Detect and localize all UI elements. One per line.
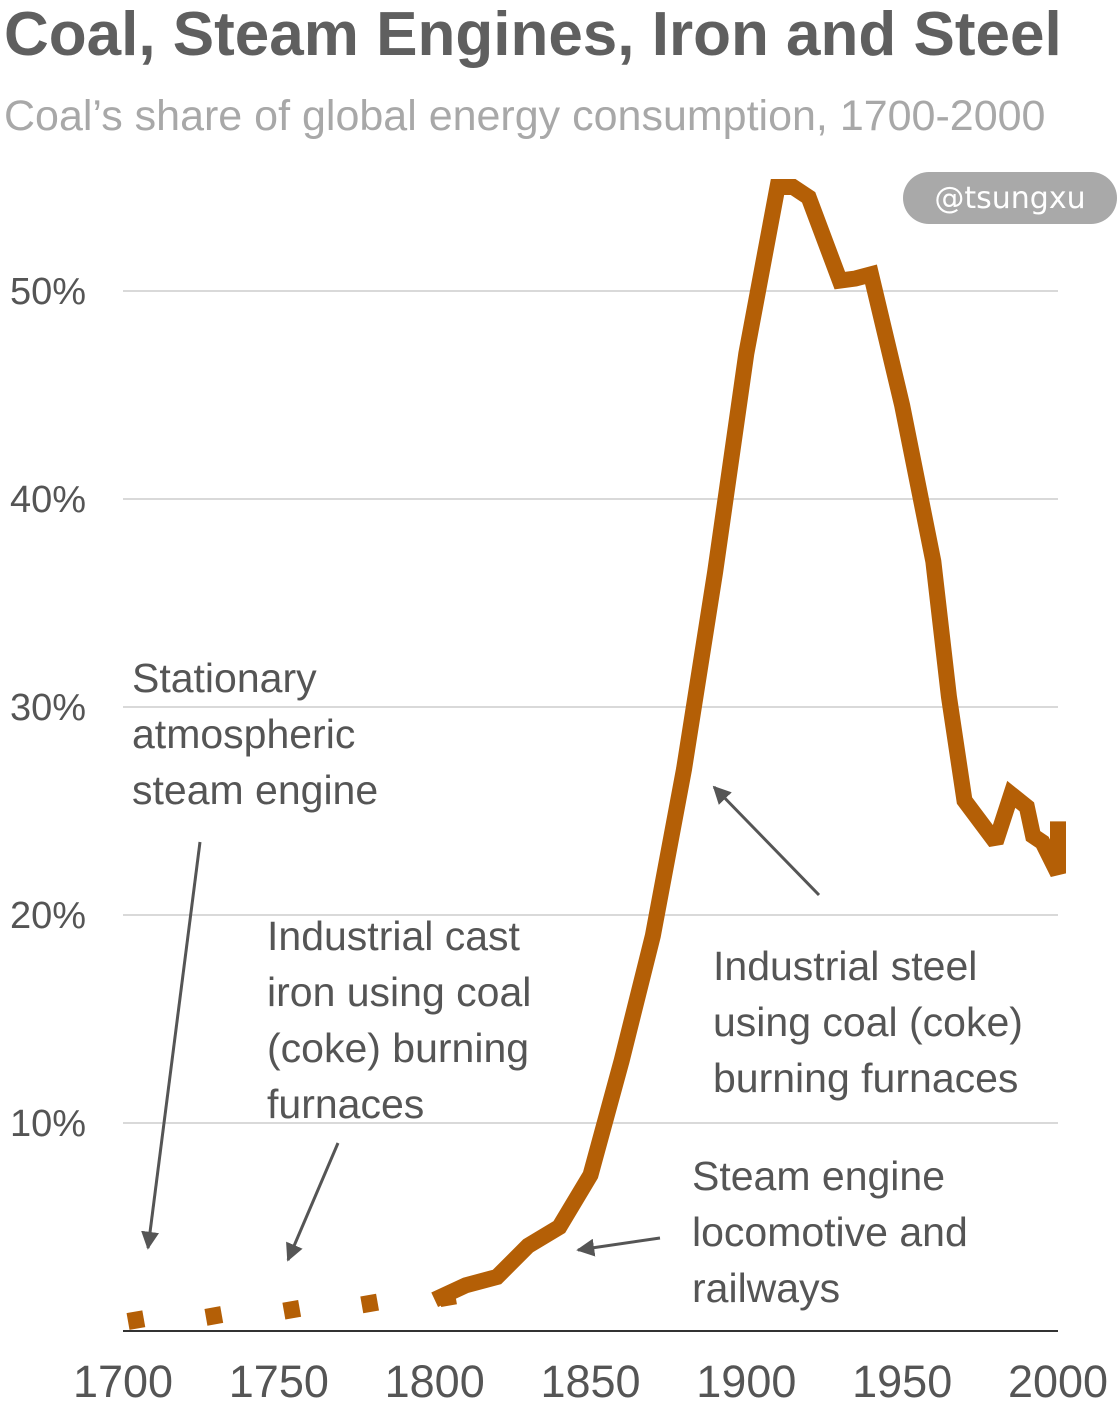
annotation-steel-line: burning furnaces	[713, 1055, 1018, 1101]
arrow-stationary	[141, 841, 202, 1250]
chart-subtitle: Coal’s share of global energy consumptio…	[4, 92, 1045, 140]
annotation-stationary-line: Stationary	[132, 655, 317, 701]
x-tick-label: 1850	[540, 1356, 640, 1406]
annotation-stationary: Stationary atmospheric steam engine	[132, 655, 378, 813]
annotation-locomotive-line: railways	[692, 1265, 840, 1311]
series-line	[431, 179, 1066, 1308]
annotation-steel-line: Industrial steel	[713, 943, 977, 989]
annotation-cast-iron-line: (coke) burning	[267, 1025, 529, 1071]
x-tick-label: 1700	[73, 1356, 173, 1406]
y-tick-label: 20%	[10, 895, 86, 937]
data-series	[126, 179, 1066, 1330]
arrow-steel	[712, 785, 821, 897]
watermark-text: @tsungxu	[934, 181, 1085, 216]
y-tick-label: 10%	[10, 1103, 86, 1145]
x-tick-label: 1750	[229, 1356, 329, 1406]
x-tick-label: 1800	[385, 1356, 485, 1406]
annotation-cast-iron-line: iron using coal	[267, 969, 531, 1015]
annotation-cast-iron-line: Industrial cast	[267, 913, 521, 959]
data-point	[282, 1299, 302, 1320]
annotation-locomotive-line: Steam engine	[692, 1153, 945, 1199]
x-tick-label: 1950	[852, 1356, 952, 1406]
annotation-steel: Industrial steel using coal (coke) burni…	[713, 943, 1034, 1101]
data-point	[360, 1293, 380, 1314]
annotation-stationary-line: steam engine	[132, 767, 378, 813]
watermark-badge: @tsungxu	[903, 172, 1117, 224]
annotation-cast-iron-line: furnaces	[267, 1081, 424, 1127]
chart-title: Coal, Steam Engines, Iron and Steel	[4, 0, 1062, 69]
annotation-cast-iron: Industrial cast iron using coal (coke) b…	[267, 913, 543, 1127]
y-axis-ticks: 10% 20% 30% 40% 50%	[10, 271, 86, 1145]
annotation-stationary-line: atmospheric	[132, 711, 355, 757]
data-point	[204, 1306, 224, 1326]
data-point	[126, 1310, 146, 1330]
x-tick-label: 2000	[1008, 1356, 1108, 1406]
annotation-steel-line: using coal (coke)	[713, 999, 1023, 1045]
annotation-locomotive: Steam engine locomotive and railways	[692, 1153, 979, 1311]
x-tick-label: 1900	[696, 1356, 796, 1406]
y-tick-label: 40%	[10, 479, 86, 521]
y-tick-label: 30%	[10, 687, 86, 729]
arrow-cast-iron	[286, 1142, 340, 1262]
y-tick-label: 50%	[10, 271, 86, 313]
gridlines	[123, 290, 1058, 1124]
annotation-locomotive-line: locomotive and	[692, 1209, 968, 1255]
x-axis-ticks: 1700 1750 1800 1850 1900 1950 2000	[73, 1356, 1108, 1406]
arrow-locomotive	[576, 1236, 661, 1257]
